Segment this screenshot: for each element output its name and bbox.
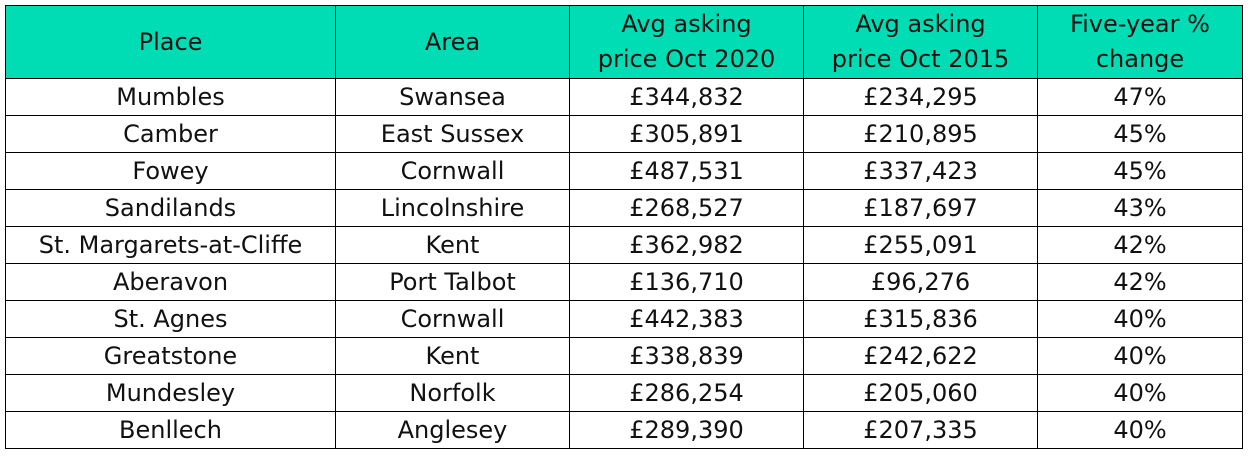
cell-area: Port Talbot xyxy=(335,263,570,301)
cell-place: Mundesley xyxy=(5,374,336,412)
header-price-2020: Avg asking price Oct 2020 xyxy=(569,5,804,79)
cell-area: Kent xyxy=(335,226,570,264)
table-row: Greatstone Kent £338,839 £242,622 40% xyxy=(5,337,1243,375)
cell-change: 45% xyxy=(1037,152,1243,190)
cell-change: 40% xyxy=(1037,300,1243,338)
cell-change: 40% xyxy=(1037,337,1243,375)
cell-place: St. Agnes xyxy=(5,300,336,338)
header-price-2015-line1: Avg asking xyxy=(855,10,986,38)
table-row: Aberavon Port Talbot £136,710 £96,276 42% xyxy=(5,263,1243,301)
price-table-container: Place Area Avg asking price Oct 2020 Avg… xyxy=(5,5,1243,449)
table-row: Benllech Anglesey £289,390 £207,335 40% xyxy=(5,411,1243,449)
header-price-2015-line2: price Oct 2015 xyxy=(831,45,1010,73)
cell-price-2020: £136,710 xyxy=(569,263,804,301)
header-five-year-change: Five-year % change xyxy=(1037,5,1243,79)
header-price-2020-line2: price Oct 2020 xyxy=(597,45,776,73)
header-price-2020-line1: Avg asking xyxy=(621,10,752,38)
header-change-line1: Five-year % xyxy=(1070,10,1210,38)
cell-place: Camber xyxy=(5,115,336,153)
header-area-label: Area xyxy=(424,27,481,56)
cell-area: Swansea xyxy=(335,78,570,116)
cell-change: 42% xyxy=(1037,263,1243,301)
cell-change: 47% xyxy=(1037,78,1243,116)
cell-area: Cornwall xyxy=(335,152,570,190)
cell-price-2015: £337,423 xyxy=(803,152,1038,190)
cell-price-2015: £315,836 xyxy=(803,300,1038,338)
cell-change: 40% xyxy=(1037,374,1243,412)
cell-price-2015: £234,295 xyxy=(803,78,1038,116)
cell-area: Norfolk xyxy=(335,374,570,412)
table-body: Mumbles Swansea £344,832 £234,295 47% Camber E… xyxy=(5,78,1243,449)
cell-price-2015: £255,091 xyxy=(803,226,1038,264)
cell-change: 42% xyxy=(1037,226,1243,264)
cell-place: Greatstone xyxy=(5,337,336,375)
cell-change: 43% xyxy=(1037,189,1243,227)
cell-place: Fowey xyxy=(5,152,336,190)
table-header-row: Place Area Avg asking price Oct 2020 Avg… xyxy=(5,5,1243,79)
header-change-line2: change xyxy=(1095,45,1185,73)
cell-area: Cornwall xyxy=(335,300,570,338)
cell-price-2020: £268,527 xyxy=(569,189,804,227)
cell-change: 45% xyxy=(1037,115,1243,153)
header-area: Area xyxy=(335,5,570,79)
cell-price-2015: £96,276 xyxy=(803,263,1038,301)
cell-change: 40% xyxy=(1037,411,1243,449)
cell-price-2020: £338,839 xyxy=(569,337,804,375)
table-row: Mumbles Swansea £344,832 £234,295 47% xyxy=(5,78,1243,116)
cell-price-2015: £207,335 xyxy=(803,411,1038,449)
cell-price-2015: £205,060 xyxy=(803,374,1038,412)
cell-price-2015: £187,697 xyxy=(803,189,1038,227)
cell-place: Benllech xyxy=(5,411,336,449)
header-place-label: Place xyxy=(138,27,203,56)
cell-price-2020: £442,383 xyxy=(569,300,804,338)
cell-price-2020: £305,891 xyxy=(569,115,804,153)
cell-area: Kent xyxy=(335,337,570,375)
cell-area: Anglesey xyxy=(335,411,570,449)
cell-price-2020: £344,832 xyxy=(569,78,804,116)
cell-place: Sandilands xyxy=(5,189,336,227)
header-price-2015: Avg asking price Oct 2015 xyxy=(803,5,1038,79)
table-row: St. Agnes Cornwall £442,383 £315,836 40% xyxy=(5,300,1243,338)
table-row: St. Margarets-at-Cliffe Kent £362,982 £255,… xyxy=(5,226,1243,264)
cell-price-2020: £286,254 xyxy=(569,374,804,412)
cell-price-2020: £487,531 xyxy=(569,152,804,190)
table-row: Camber East Sussex £305,891 £210,895 45% xyxy=(5,115,1243,153)
cell-area: Lincolnshire xyxy=(335,189,570,227)
cell-place: St. Margarets-at-Cliffe xyxy=(5,226,336,264)
price-change-table: Place Area Avg asking price Oct 2020 Avg… xyxy=(5,5,1243,449)
cell-place: Aberavon xyxy=(5,263,336,301)
cell-price-2020: £289,390 xyxy=(569,411,804,449)
cell-price-2015: £210,895 xyxy=(803,115,1038,153)
cell-price-2015: £242,622 xyxy=(803,337,1038,375)
cell-price-2020: £362,982 xyxy=(569,226,804,264)
cell-area: East Sussex xyxy=(335,115,570,153)
cell-place: Mumbles xyxy=(5,78,336,116)
table-row: Mundesley Norfolk £286,254 £205,060 40% xyxy=(5,374,1243,412)
table-row: Fowey Cornwall £487,531 £337,423 45% xyxy=(5,152,1243,190)
table-row: Sandilands Lincolnshire £268,527 £187,697 43… xyxy=(5,189,1243,227)
header-place: Place xyxy=(5,5,336,79)
